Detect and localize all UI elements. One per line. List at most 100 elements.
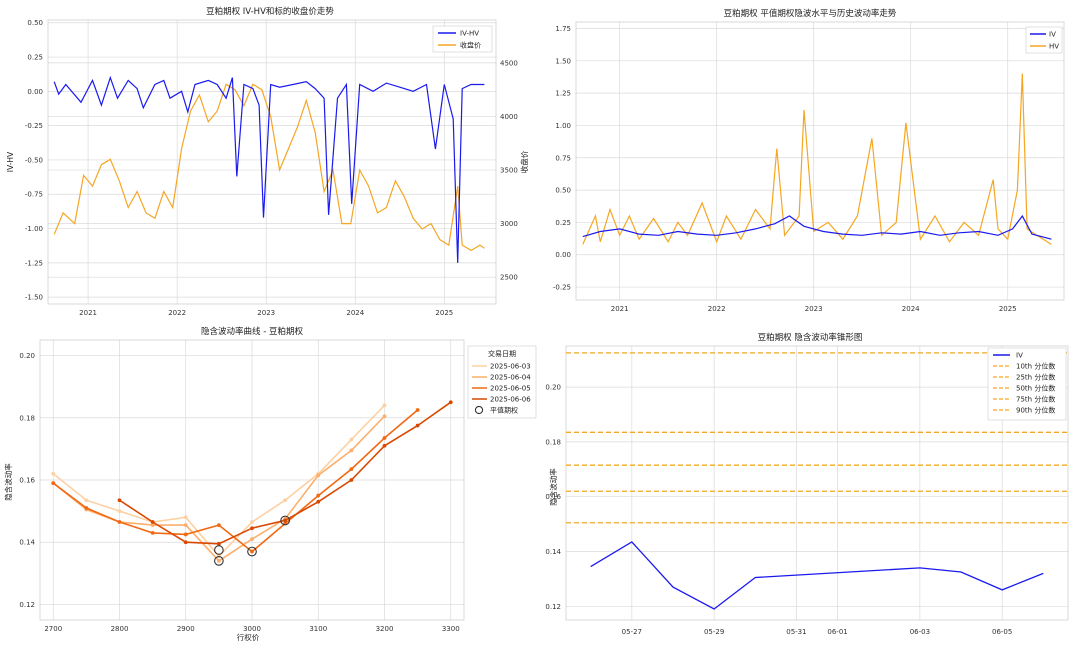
smile-point [349,478,354,482]
legend-label: 25th 分位数 [1016,373,1055,382]
y-tick-label: 0.14 [19,539,35,547]
y-tick-label: 0.50 [27,19,43,27]
smile-point [117,498,122,503]
y2-axis-label: 收盘价 [519,150,529,173]
y-tick-label: 0.00 [27,88,43,96]
iv-line [582,214,1052,240]
x-tick-label: 05-31 [786,628,806,636]
smile-point [117,520,122,524]
legend-title: 交易日期 [488,349,516,358]
y-tick-label: 0.25 [555,219,571,227]
y-tick-label: -1.00 [25,225,43,233]
iv-line [590,541,1044,610]
smile-point [349,448,354,453]
chart-iv-cone: 豆粕期权 隐含波动率锥形图 隐含波动率 0.20 0.18 0.16 0.14 0.12… [545,332,1069,636]
x-tick-label: 3300 [442,625,460,633]
atm-marker [214,556,224,566]
x-tick-label: 2700 [44,625,62,633]
y-tick-label: 0.12 [19,601,35,609]
x-tick-label: 06-05 [992,628,1012,636]
y2-tick-label: 4500 [500,59,518,67]
chart-title: 豆粕期权 IV-HV和标的收盘价走势 [206,6,334,17]
legend-label: 收盘价 [460,41,481,50]
x-tick-label: 05-27 [622,628,642,636]
smile-line [52,409,419,553]
smile-point [150,523,155,528]
y2-tick-label: 3500 [500,167,518,175]
smile-point [183,523,188,528]
x-tick-label: 2024 [902,305,920,313]
y-tick-label: 0.25 [27,54,43,62]
legend-box [432,25,493,53]
smile-point [316,499,321,504]
y-tick-label: 0.75 [555,154,571,162]
chart-iv-hv-levels: 豆粕期权 平值期权隐波水平与历史波动率走势 1.75 1.50 1.25 1.00 0.… [553,8,1065,313]
smile-point [250,526,254,531]
smile-point [216,541,221,546]
y-tick-label: -0.75 [25,191,43,199]
atm-marker [247,546,257,557]
x-tick-label: 3000 [243,625,261,633]
x-axis-label: 行权价 [237,632,260,642]
x-tick-label: 2024 [346,309,364,317]
smile-point [349,467,354,472]
atm-marker [280,515,290,526]
smile-point [283,498,288,503]
smile-point [51,481,56,486]
smile-point [250,520,254,524]
smile-point [51,471,56,476]
chart-iv-hv-close: 豆粕期权 IV-HV和标的收盘价走势 IV-HV 收盘价 0.50 0.25 0.0… [6,6,529,317]
y-tick-label: 0.00 [555,251,571,259]
y-tick-label: 0.20 [19,352,35,360]
atm-marker [214,545,224,555]
close-price-line [53,83,485,252]
legend: IV HV [1025,26,1063,54]
y-tick-label: 0.18 [545,438,561,446]
plot-frame [39,339,465,621]
x-tick-label: 2021 [79,309,97,317]
x-tick-label: 2022 [168,309,186,317]
smile-point [382,436,387,440]
legend-box [1025,26,1063,54]
x-tick-label: 05-29 [704,628,724,636]
smile-point [283,518,288,523]
y-tick-label: 0.16 [19,477,35,485]
legend-label: 50th 分位数 [1016,384,1055,393]
smile-point [183,532,188,537]
smile-point [415,423,420,428]
legend-swatch [474,405,484,415]
chart-title: 隐含波动率曲线 - 豆粕期权 [201,326,303,337]
legend-label: HV [1049,43,1059,51]
smile-line [52,415,386,562]
smile-point [250,549,254,554]
legend: 交易日期 2025-06-03 2025-06-04 2025-06-05 2025-0… [467,345,537,419]
smile-point [183,515,188,520]
smile-point [117,509,122,514]
legend-label: 2025-06-04 [490,374,531,382]
y-tick-label: 1.50 [555,57,571,65]
smile-point [84,506,89,510]
legend-box [987,347,1067,421]
legend-label: 2025-06-05 [490,385,531,393]
legend-label: 2025-06-06 [490,396,531,404]
y-tick-label: 1.75 [555,25,571,33]
legend: IV-HV 收盘价 [432,25,493,53]
legend-label: 75th 分位数 [1016,395,1055,404]
legend-label: 平值期权 [490,406,518,415]
y-tick-label: -1.25 [25,259,43,267]
legend-label: 90th 分位数 [1016,406,1055,415]
hv-line [582,73,1052,245]
y-tick-label: 0.18 [19,414,35,422]
x-tick-label: 2025 [999,305,1017,313]
y-tick-label: 1.25 [555,90,571,98]
y-tick-label: 1.00 [555,122,571,130]
smile-point [382,443,387,448]
plot-frame [565,345,1069,621]
chart-iv-smile: 隐含波动率曲线 - 豆粕期权 行权价 隐含波动率 0.20 0.18 0.16 0.1… [3,326,537,642]
x-tick-label: 2023 [805,305,823,313]
smile-point [216,558,221,563]
x-tick-label: 2021 [611,305,629,313]
smile-point [216,523,221,528]
smile-point [150,530,155,535]
smile-point [316,493,321,498]
